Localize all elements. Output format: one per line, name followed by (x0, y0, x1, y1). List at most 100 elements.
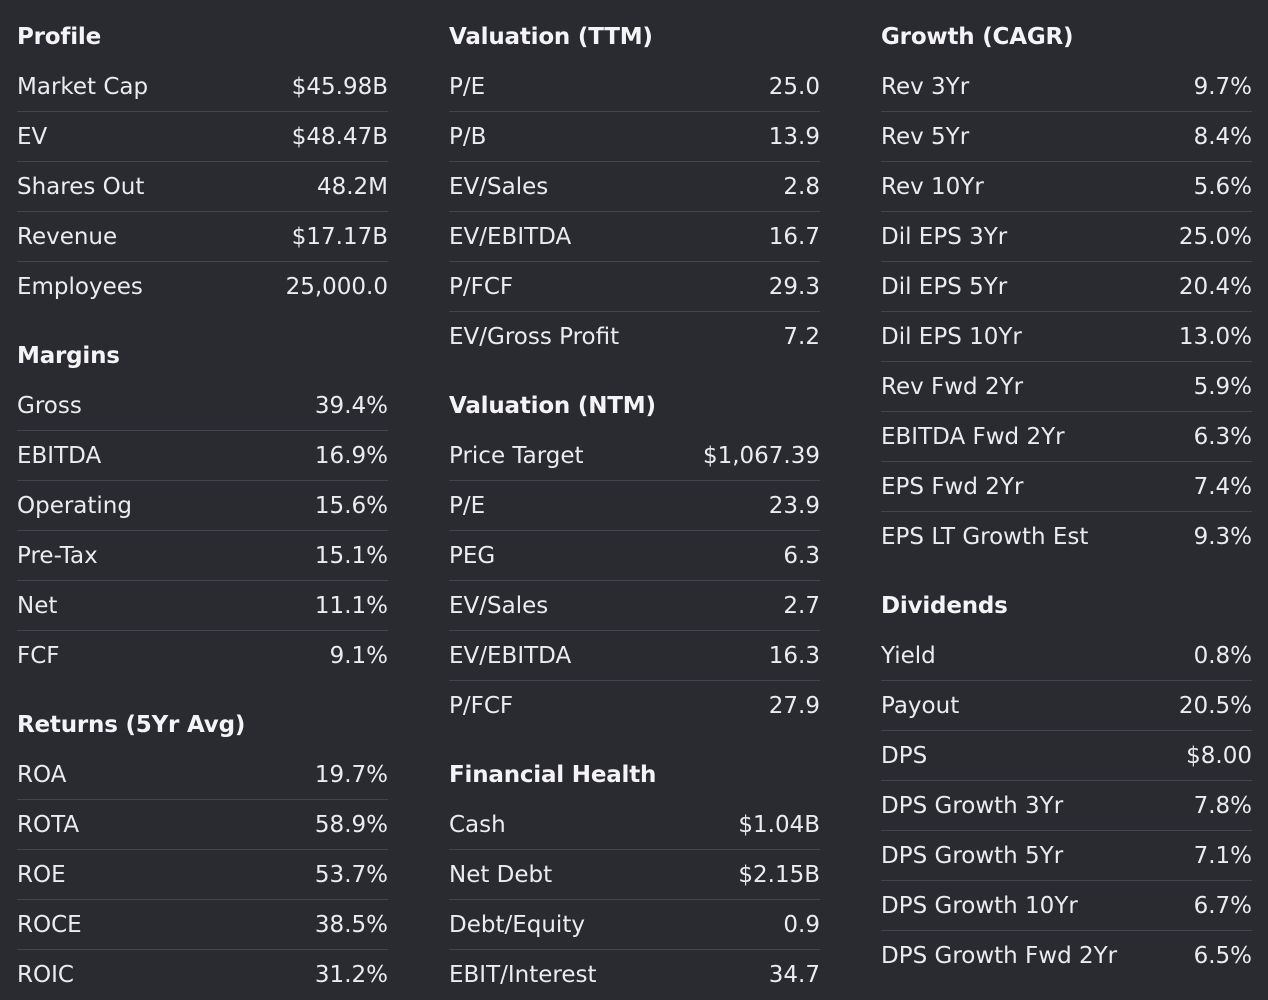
stat-value: 38.5% (314, 911, 388, 938)
stat-value: 2.8 (783, 173, 820, 200)
stat-value: 0.9 (783, 911, 820, 938)
stat-value: 5.6% (1193, 173, 1252, 200)
stat-label: Dil EPS 5Yr (881, 273, 1008, 300)
stat-row-ev: EV $48.47B (17, 112, 388, 162)
stat-value: 48.2M (316, 173, 388, 200)
stat-label: DPS Growth 3Yr (881, 792, 1064, 819)
stat-row-cash: Cash $1.04B (449, 800, 820, 850)
stat-row-pe: P/E 25.0 (449, 62, 820, 112)
column-right: Growth (CAGR) Rev 3Yr 9.7% Rev 5Yr 8.4% Re… (881, 0, 1252, 980)
stat-row-net: Net 11.1% (17, 581, 388, 631)
stat-value: 53.7% (314, 861, 388, 888)
stat-row-pe: P/E 23.9 (449, 481, 820, 531)
stat-label: EV (17, 123, 48, 150)
stat-label: DPS Growth 5Yr (881, 842, 1064, 869)
stat-value: $45.98B (291, 73, 388, 100)
stat-row-ev-sales: EV/Sales 2.8 (449, 162, 820, 212)
stat-row-dil-eps-5yr: Dil EPS 5Yr 20.4% (881, 262, 1252, 312)
stat-label: DPS Growth Fwd 2Yr (881, 942, 1118, 969)
stat-row-dps: DPS $8.00 (881, 731, 1252, 781)
section-title: Valuation (TTM) (449, 24, 653, 50)
section-title: Dividends (881, 593, 1008, 619)
stat-row-gross: Gross 39.4% (17, 381, 388, 431)
stat-value: 0.8% (1193, 642, 1252, 669)
stat-label: EBITDA Fwd 2Yr (881, 423, 1065, 450)
stat-value: 6.3% (1193, 423, 1252, 450)
stat-value: 39.4% (314, 392, 388, 419)
stat-row-yield: Yield 0.8% (881, 631, 1252, 681)
stat-row-payout: Payout 20.5% (881, 681, 1252, 731)
stat-row-ev-gross-profit: EV/Gross Profit 7.2 (449, 312, 820, 361)
stat-label: Net (17, 592, 58, 619)
stat-value: 5.9% (1193, 373, 1252, 400)
stat-value: 29.3 (768, 273, 820, 300)
stat-row-eps-fwd-2yr: EPS Fwd 2Yr 7.4% (881, 462, 1252, 512)
stat-label: EV/EBITDA (449, 223, 572, 250)
stat-label: Yield (881, 642, 936, 669)
stat-row-revenue: Revenue $17.17B (17, 212, 388, 262)
column-middle: Valuation (TTM) P/E 25.0 P/B 13.9 EV/Sales… (449, 0, 820, 999)
stat-value: 34.7 (768, 961, 820, 988)
stat-label: ROTA (17, 811, 80, 838)
stat-value: 25,000.0 (285, 273, 388, 300)
stat-label: PEG (449, 542, 496, 569)
stat-value: 7.2 (783, 323, 820, 350)
stat-row-employees: Employees 25,000.0 (17, 262, 388, 311)
stat-row-ev-sales: EV/Sales 2.7 (449, 581, 820, 631)
stat-row-dps-growth-3yr: DPS Growth 3Yr 7.8% (881, 781, 1252, 831)
section-valuation-ttm: Valuation (TTM) P/E 25.0 P/B 13.9 EV/Sales… (449, 12, 820, 361)
stat-row-pre-tax: Pre-Tax 15.1% (17, 531, 388, 581)
stat-row-ev-ebitda: EV/EBITDA 16.3 (449, 631, 820, 681)
stat-label: ROA (17, 761, 67, 788)
stat-value: 6.7% (1193, 892, 1252, 919)
stat-value: 9.7% (1193, 73, 1252, 100)
stat-label: Pre-Tax (17, 542, 98, 569)
section-title: Valuation (NTM) (449, 393, 656, 419)
column-left: Profile Market Cap $45.98B EV $48.47B Shar… (17, 0, 388, 999)
stat-value: 25.0% (1178, 223, 1252, 250)
stat-label: DPS Growth 10Yr (881, 892, 1078, 919)
stat-label: P/E (449, 492, 486, 519)
stat-row-roe: ROE 53.7% (17, 850, 388, 900)
stat-value: $17.17B (291, 223, 388, 250)
section-financial-health: Financial Health Cash $1.04B Net Debt $2.1… (449, 750, 820, 999)
stat-row-dps-growth-fwd-2yr: DPS Growth Fwd 2Yr 6.5% (881, 931, 1252, 980)
stat-row-dil-eps-10yr: Dil EPS 10Yr 13.0% (881, 312, 1252, 362)
stat-label: Operating (17, 492, 132, 519)
stat-row-dil-eps-3yr: Dil EPS 3Yr 25.0% (881, 212, 1252, 262)
stat-label: Employees (17, 273, 143, 300)
stat-row-rota: ROTA 58.9% (17, 800, 388, 850)
stat-label: P/E (449, 73, 486, 100)
stat-value: 19.7% (314, 761, 388, 788)
section-title: Margins (17, 343, 120, 369)
stat-value: 15.6% (314, 492, 388, 519)
stat-row-market-cap: Market Cap $45.98B (17, 62, 388, 112)
stat-label: EV/Gross Profit (449, 323, 620, 350)
stat-value: 31.2% (314, 961, 388, 988)
stat-row-debt-equity: Debt/Equity 0.9 (449, 900, 820, 950)
stat-value: 9.3% (1193, 523, 1252, 550)
section-valuation-ntm: Valuation (NTM) Price Target $1,067.39 P/… (449, 381, 820, 730)
stat-label: Rev 3Yr (881, 73, 970, 100)
stat-label: ROCE (17, 911, 82, 938)
stat-label: Gross (17, 392, 82, 419)
stat-row-rev-fwd-2yr: Rev Fwd 2Yr 5.9% (881, 362, 1252, 412)
stat-value: 27.9 (768, 692, 820, 719)
stat-label: Revenue (17, 223, 118, 250)
stat-value: 58.9% (314, 811, 388, 838)
section-title: Financial Health (449, 762, 657, 788)
stat-row-roce: ROCE 38.5% (17, 900, 388, 950)
stat-row-roic: ROIC 31.2% (17, 950, 388, 999)
stat-label: EV/Sales (449, 173, 549, 200)
stat-row-net-debt: Net Debt $2.15B (449, 850, 820, 900)
stat-label: EV/EBITDA (449, 642, 572, 669)
stat-label: EBIT/Interest (449, 961, 597, 988)
stat-value: 11.1% (314, 592, 388, 619)
stat-label: Price Target (449, 442, 584, 469)
stat-label: P/FCF (449, 273, 514, 300)
stat-value: 6.5% (1193, 942, 1252, 969)
stat-row-shares-out: Shares Out 48.2M (17, 162, 388, 212)
section-returns: Returns (5Yr Avg) ROA 19.7% ROTA 58.9% ROE… (17, 700, 388, 999)
stat-value: $2.15B (738, 861, 820, 888)
stat-value: 16.3 (768, 642, 820, 669)
